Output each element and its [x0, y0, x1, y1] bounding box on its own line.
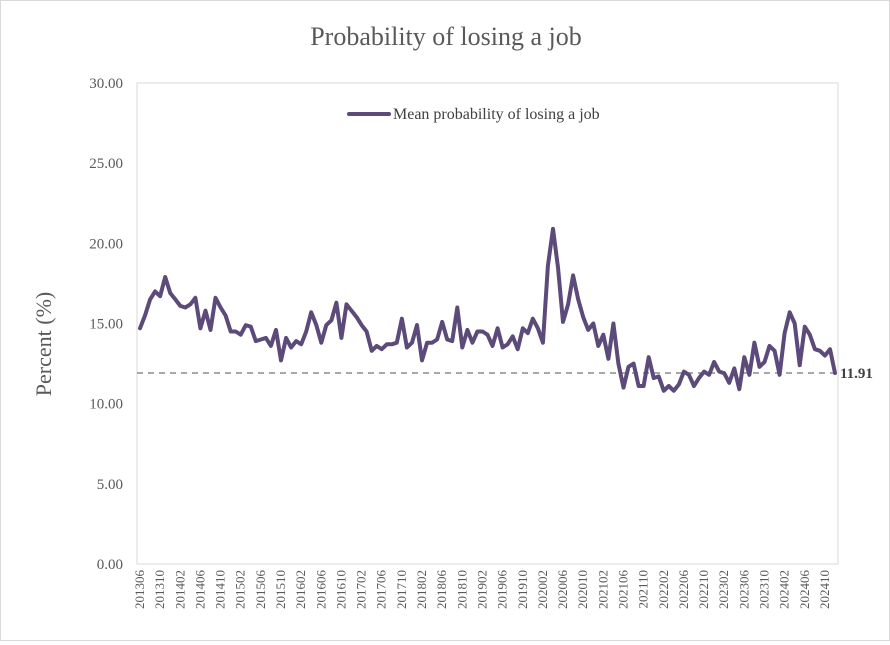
legend: Mean probability of losing a job	[347, 106, 600, 123]
x-tick-label: 201706	[374, 570, 389, 610]
x-tick-label: 201502	[233, 570, 248, 609]
plot-area	[136, 82, 839, 565]
x-tick-label: 202410	[817, 570, 832, 609]
y-tick-label: 20.00	[89, 236, 123, 252]
x-tick-label: 202210	[696, 570, 711, 609]
x-tick-label: 201802	[414, 570, 429, 609]
x-tick-label: 202006	[555, 570, 570, 610]
x-tick-label: 201306	[132, 570, 147, 610]
reference-line-label: 11.91	[840, 366, 873, 382]
x-axis-ticks: 201306 201310 201402 201406 201410 201502 2015…	[132, 570, 832, 610]
x-tick-label: 202010	[575, 570, 590, 609]
x-tick-label: 202110	[636, 570, 651, 609]
x-tick-label: 201410	[213, 570, 228, 609]
y-tick-label: 0.00	[97, 557, 123, 573]
x-tick-label: 201702	[354, 570, 369, 609]
x-tick-label: 202402	[777, 570, 792, 609]
x-tick-label: 201402	[172, 570, 187, 609]
x-tick-label: 201310	[152, 570, 167, 609]
x-tick-label: 201506	[253, 570, 268, 610]
x-tick-label: 201510	[273, 570, 288, 609]
x-tick-label: 201602	[293, 570, 308, 609]
legend-label: Mean probability of losing a job	[393, 106, 600, 123]
x-tick-label: 202306	[736, 570, 751, 610]
y-axis-label: Percent (%)	[31, 292, 56, 396]
y-tick-label: 25.00	[89, 156, 123, 172]
x-tick-label: 202302	[716, 570, 731, 609]
x-tick-label: 202406	[797, 570, 812, 610]
y-tick-label: 5.00	[97, 477, 123, 493]
x-tick-label: 201910	[515, 570, 530, 609]
y-tick-label: 10.00	[89, 397, 123, 413]
x-tick-label: 201806	[434, 570, 449, 610]
x-tick-label: 202206	[676, 570, 691, 610]
y-tick-label: 15.00	[89, 317, 123, 333]
x-tick-label: 201610	[333, 570, 348, 609]
x-tick-label: 202202	[656, 570, 671, 609]
y-axis-ticks: 0.00 5.00 10.00 15.00 20.00 25.00 30.00	[89, 76, 123, 573]
chart-title: Probability of losing a job	[310, 22, 582, 51]
x-tick-label: 202102	[595, 570, 610, 609]
x-tick-label: 201606	[313, 570, 328, 610]
x-tick-label: 201406	[192, 570, 207, 610]
x-tick-label: 201710	[394, 570, 409, 609]
x-tick-label: 201902	[474, 570, 489, 609]
x-tick-label: 201810	[454, 570, 469, 609]
x-tick-label: 202106	[615, 570, 630, 610]
x-tick-label: 202002	[535, 570, 550, 609]
x-tick-label: 202310	[756, 570, 771, 609]
y-tick-label: 30.00	[89, 76, 123, 92]
x-tick-label: 201906	[495, 570, 510, 610]
series-line-mean-probability	[138, 226, 837, 393]
